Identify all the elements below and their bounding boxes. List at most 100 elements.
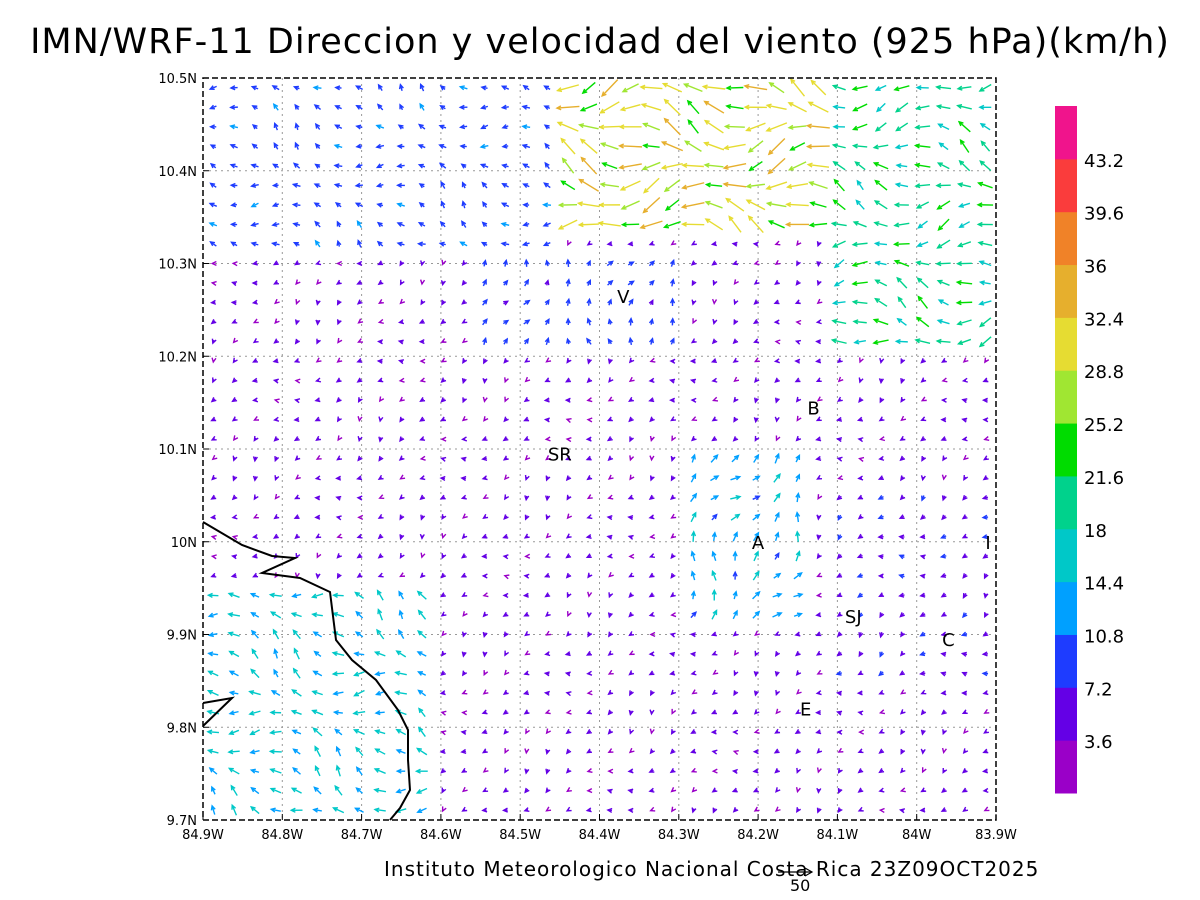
wind-vector [960, 631, 968, 637]
wind-vector [878, 709, 886, 715]
wind-vector [521, 104, 531, 110]
wind-vector [795, 787, 801, 794]
wind-vector [936, 162, 950, 170]
wind-vector [816, 241, 822, 248]
wind-vector [460, 748, 467, 754]
wind-vector [229, 182, 238, 189]
wind-vector [250, 202, 259, 208]
wind-vector [793, 572, 803, 580]
wind-vector [920, 475, 926, 482]
wind-vector [557, 219, 578, 230]
wind-vector [439, 690, 446, 696]
wind-vector [940, 533, 947, 539]
wind-vector [440, 180, 446, 189]
wind-vector [544, 377, 551, 383]
wind-vector [982, 690, 989, 696]
wind-vector [579, 103, 598, 112]
wind-vector [586, 259, 591, 267]
wind-vector [314, 745, 321, 757]
wind-vector [774, 511, 780, 522]
wind-vector [336, 239, 342, 247]
colorbar-label: 21.6 [1084, 468, 1124, 489]
wind-vector [335, 475, 342, 481]
wind-vector [642, 196, 661, 214]
wind-vector [566, 787, 572, 793]
wind-vector [461, 280, 467, 286]
wind-vector [461, 378, 467, 385]
wind-vector [438, 241, 446, 247]
wind-vector [836, 592, 843, 598]
wind-vector [482, 396, 488, 403]
wind-vector [210, 804, 216, 815]
wind-vector [701, 84, 726, 90]
wind-vector [231, 377, 238, 384]
wind-vector [669, 632, 676, 638]
wind-vector [251, 648, 259, 659]
wind-vector [920, 729, 926, 736]
wind-vector [232, 357, 238, 364]
wind-vector [629, 436, 634, 443]
wind-vector [274, 456, 280, 463]
wind-vector [620, 200, 640, 210]
wind-vector [211, 357, 217, 364]
wind-vector [981, 534, 989, 540]
wind-vector [503, 358, 509, 364]
wind-vector [373, 651, 386, 657]
wind-vector [935, 182, 951, 189]
wind-vector [211, 454, 218, 461]
wind-vector [587, 591, 593, 598]
wind-vector [960, 651, 968, 657]
wind-vector [586, 475, 593, 481]
wind-vector [963, 475, 969, 481]
wind-vector [336, 553, 342, 559]
wind-vector [690, 511, 697, 523]
wind-vector [711, 650, 718, 656]
wind-vector [961, 709, 968, 715]
wind-vector [920, 436, 926, 442]
wind-vector [293, 647, 300, 660]
wind-vector [501, 807, 509, 813]
wind-vector [252, 572, 259, 578]
wind-vector [687, 119, 699, 134]
wind-vector [691, 299, 697, 306]
wind-vector [543, 671, 550, 677]
wind-vector [878, 787, 885, 793]
wind-vector [419, 475, 426, 481]
wind-vector [795, 670, 802, 676]
wind-vector [858, 397, 864, 403]
wind-vector [374, 690, 385, 696]
wind-vector [250, 612, 260, 618]
wind-vector [417, 689, 427, 697]
wind-vector [808, 222, 828, 228]
wind-vector [251, 280, 258, 286]
wind-vector [399, 260, 405, 267]
wind-vector [938, 142, 949, 151]
wind-vector [900, 748, 906, 755]
wind-vector [586, 397, 593, 403]
wind-vector [292, 242, 300, 247]
wind-vector [607, 612, 613, 619]
wind-vector [566, 631, 572, 637]
wind-vector [355, 143, 363, 149]
wind-vector [836, 396, 843, 402]
wind-vector [545, 611, 551, 617]
wind-vector [914, 338, 931, 344]
wind-vector [333, 143, 343, 149]
colorbar-label: 10.8 [1084, 626, 1124, 647]
wind-vector [896, 276, 908, 289]
wind-vector [671, 708, 677, 715]
wind-vector [396, 222, 405, 227]
wind-vector [314, 416, 321, 422]
wind-vector [664, 199, 680, 211]
wind-vector [332, 807, 345, 814]
wind-vector [752, 610, 761, 619]
wind-vector [579, 138, 598, 154]
wind-vector [251, 377, 258, 383]
wind-vector [229, 163, 238, 169]
wind-vector [815, 339, 822, 345]
wind-vector [607, 494, 614, 500]
wind-vector [523, 573, 530, 579]
wind-vector [210, 494, 217, 500]
wind-vector [940, 592, 947, 598]
wind-vector [955, 280, 973, 286]
